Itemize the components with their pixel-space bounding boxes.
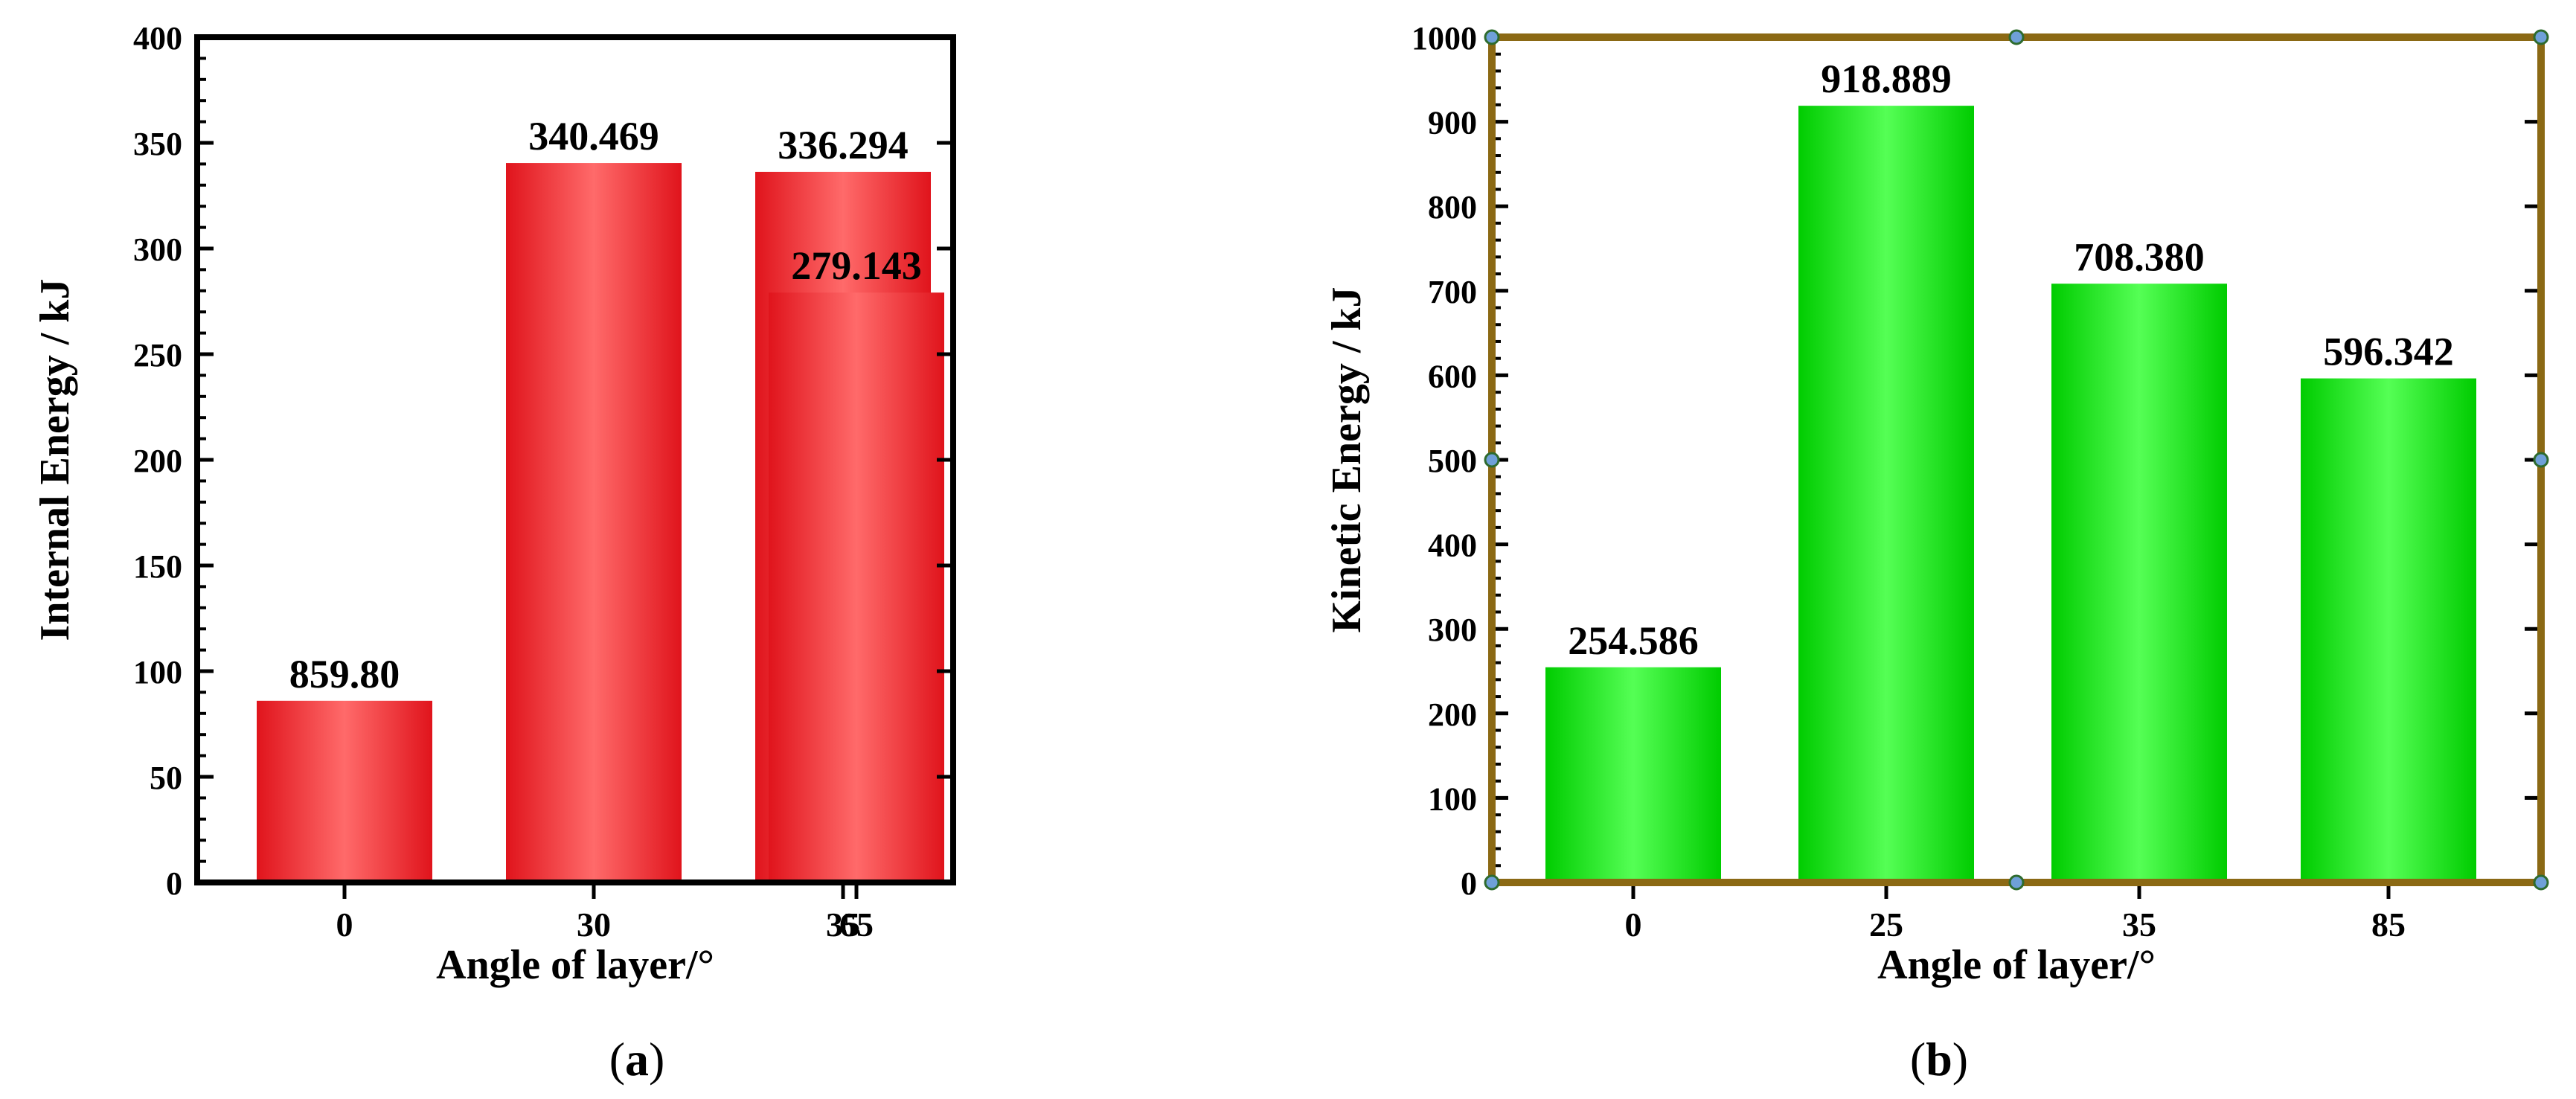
bar-35 [2051, 283, 2227, 882]
bar-0 [1545, 667, 1721, 882]
y-tick-label: 250 [133, 337, 182, 374]
bar-85 [2301, 378, 2476, 882]
data-label-35: 336.294 [778, 123, 909, 167]
data-label-30: 340.469 [528, 114, 659, 158]
y-tick-label: 200 [1428, 696, 1477, 733]
y-tick-label: 150 [133, 548, 182, 585]
data-label-35: 708.380 [2074, 234, 2205, 279]
bar-65 [769, 292, 944, 882]
y-tick-label: 900 [1428, 105, 1477, 141]
x-tick-label-0: 0 [336, 906, 353, 943]
panel-a-data-labels: 859.80 340.469 336.294 279.143 [289, 114, 922, 696]
y-tick-label: 600 [1428, 358, 1477, 394]
selection-handle[interactable] [1484, 874, 1500, 891]
panel-b-x-axis-title: Angle of layer/° [1877, 942, 2156, 988]
x-tick-label-30: 30 [577, 906, 611, 943]
selection-handle[interactable] [2533, 29, 2549, 45]
panel-b-y-axis-title: Kinetic Energy / kJ [1324, 286, 1370, 632]
y-tick-label: 350 [133, 126, 182, 162]
panel-a-y-axis-title: Internal Energy / kJ [32, 279, 78, 641]
y-tick-label: 500 [1428, 443, 1477, 479]
data-label-25: 918.889 [1821, 57, 1952, 101]
selection-handle[interactable] [2533, 874, 2549, 891]
data-label-65: 279.143 [791, 243, 922, 288]
y-tick-label: 400 [1428, 528, 1477, 564]
y-tick-label: 200 [133, 443, 182, 479]
panel-a-plot-frame [194, 34, 956, 885]
data-label-0: 254.586 [1568, 618, 1699, 663]
panel-b-caption-letter: b [1926, 1033, 1952, 1086]
panel-b-x-ticks: 0 25 35 85 [1625, 882, 2406, 943]
x-tick-label-85: 85 [2371, 906, 2406, 943]
selection-handle[interactable] [2008, 874, 2025, 891]
bar-25 [1798, 106, 1974, 882]
x-tick-label-25: 25 [1869, 906, 1903, 943]
bar-0 [257, 700, 432, 882]
y-tick-label: 100 [133, 654, 182, 691]
x-tick-label-35: 35 [826, 906, 860, 943]
y-tick-label: 100 [1428, 781, 1477, 817]
y-tick-label: 400 [133, 20, 182, 57]
y-tick-label: 800 [1428, 189, 1477, 225]
y-tick-label: 300 [133, 231, 182, 268]
panel-b-caption: (b) [1910, 1033, 1968, 1086]
selection-handle[interactable] [2008, 29, 2025, 45]
panel-a-caption-letter: a [625, 1033, 649, 1086]
x-tick-label-65: 65 [839, 906, 874, 943]
y-tick-label: 50 [150, 760, 182, 796]
data-label-0: 859.80 [289, 652, 400, 696]
panel-b-selection-handles [1484, 29, 2549, 891]
panel-b-data-labels: 254.586 918.889 708.380 596.342 [1568, 57, 2454, 663]
y-tick-label: 0 [1461, 865, 1477, 902]
selection-handle[interactable] [1484, 452, 1500, 468]
y-tick-label: 1000 [1412, 20, 1477, 57]
y-tick-label: 700 [1428, 274, 1477, 310]
panel-a-caption: (a) [609, 1033, 665, 1086]
x-tick-label-0: 0 [1625, 906, 1642, 943]
panel-a-x-axis-title: Angle of layer/° [436, 942, 714, 988]
panel-b-bars [1545, 106, 2476, 882]
selection-handle[interactable] [1484, 29, 1500, 45]
panel-b-kinetic-energy-chart: 0 100 200 300 400 500 600 700 800 900 1000 0 25 35 85… [1324, 20, 2549, 1086]
x-tick-label-35: 35 [2122, 906, 2156, 943]
panel-a-bars [257, 163, 944, 882]
bar-30 [506, 163, 682, 882]
selection-handle[interactable] [2533, 452, 2549, 468]
y-tick-label: 300 [1428, 612, 1477, 648]
y-tick-label: 0 [166, 865, 182, 902]
data-label-85: 596.342 [2323, 330, 2454, 374]
